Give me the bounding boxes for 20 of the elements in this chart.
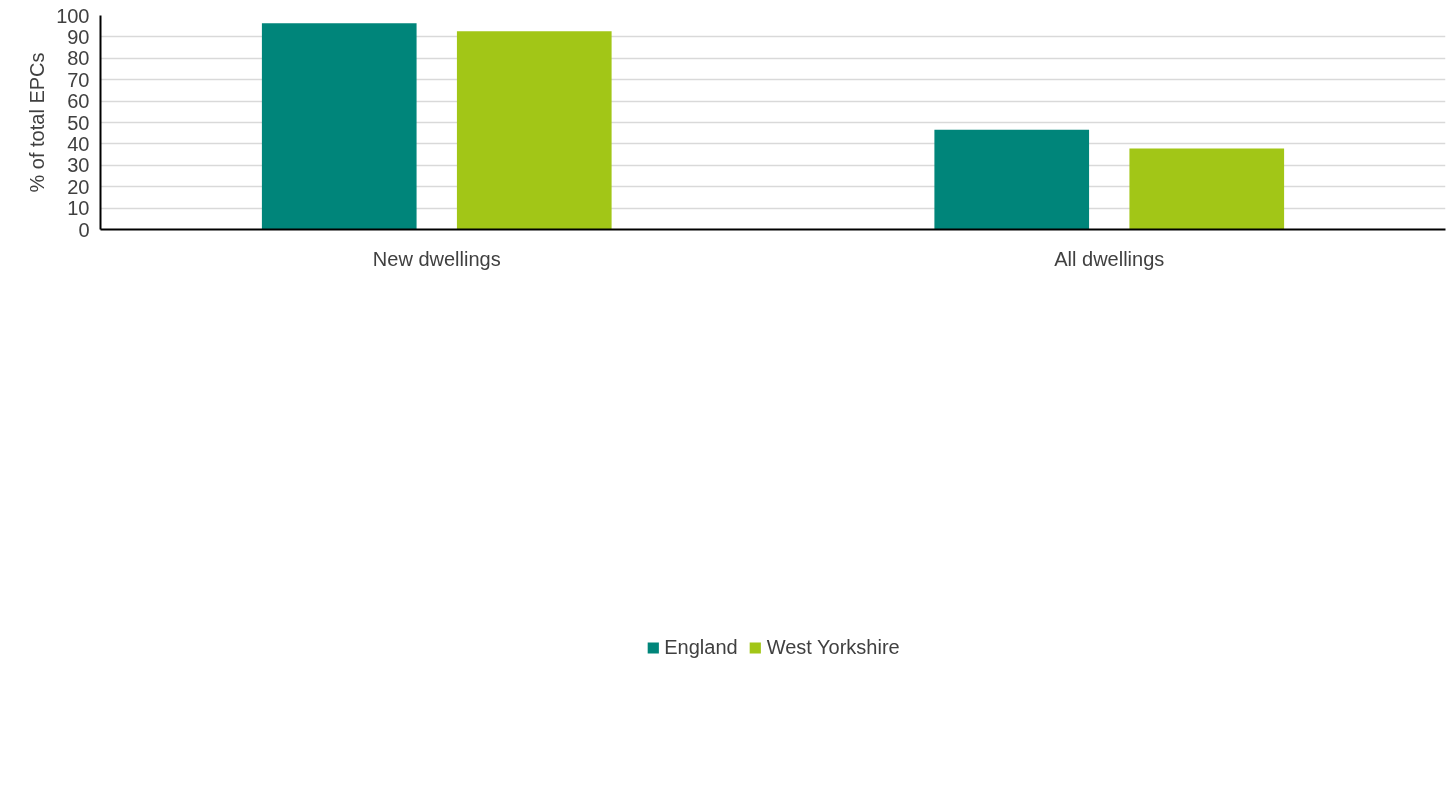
y-tick-label: 60 — [67, 90, 90, 113]
y-tick-label: 80 — [67, 47, 90, 70]
y-axis-title: % of total EPCs — [26, 52, 49, 193]
y-tick-label: 30 — [67, 154, 90, 177]
y-tick-label: 40 — [67, 132, 90, 155]
x-tick-label: New dwellings — [372, 247, 501, 270]
bar — [456, 31, 612, 230]
y-tick-label: 100 — [56, 4, 90, 27]
y-tick-label: 70 — [67, 68, 90, 91]
bar — [1129, 148, 1285, 230]
legend-label: West Yorkshire — [766, 635, 900, 659]
legend-label: England — [664, 635, 738, 659]
bar — [934, 129, 1090, 230]
x-tick-label: All dwellings — [1054, 247, 1165, 270]
y-tick-label: 90 — [67, 25, 90, 48]
y-tick-label: 10 — [67, 197, 90, 220]
y-tick-label: 50 — [67, 111, 90, 134]
y-tick-label: 0 — [78, 218, 90, 241]
bar — [261, 23, 417, 230]
y-tick-label: 20 — [67, 175, 90, 198]
